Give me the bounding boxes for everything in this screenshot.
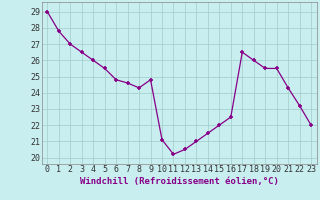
X-axis label: Windchill (Refroidissement éolien,°C): Windchill (Refroidissement éolien,°C) <box>80 177 279 186</box>
